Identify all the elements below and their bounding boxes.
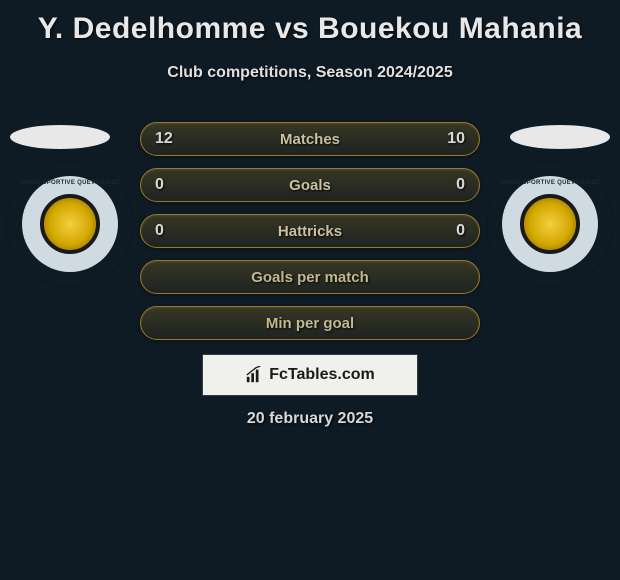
- stat-label: Goals: [289, 177, 331, 194]
- stat-left-value: 12: [155, 130, 179, 148]
- club-badge-left: UNION SPORTIVE QUEVILLAISE: [22, 176, 118, 272]
- stat-label: Hattricks: [278, 223, 342, 240]
- badge-inner: [520, 194, 580, 254]
- badge-text-left: UNION SPORTIVE QUEVILLAISE: [20, 180, 121, 186]
- page-title: Y. Dedelhomme vs Bouekou Mahania: [0, 0, 620, 46]
- stat-right-value: 0: [441, 176, 465, 194]
- chart-icon: [245, 366, 263, 384]
- stat-label: Matches: [280, 131, 340, 148]
- date-text: 20 february 2025: [0, 410, 620, 428]
- flag-right: [510, 125, 610, 149]
- badge-text-right: UNION SPORTIVE QUEVILLAISE: [500, 180, 601, 186]
- stat-row-goals-per-match: Goals per match: [140, 260, 480, 294]
- stat-right-value: 10: [441, 130, 465, 148]
- stat-label: Goals per match: [251, 269, 369, 286]
- flag-left: [10, 125, 110, 149]
- subtitle: Club competitions, Season 2024/2025: [0, 64, 620, 82]
- stat-row-hattricks: 0 Hattricks 0: [140, 214, 480, 248]
- stat-row-goals: 0 Goals 0: [140, 168, 480, 202]
- stat-row-matches: 12 Matches 10: [140, 122, 480, 156]
- stat-left-value: 0: [155, 176, 179, 194]
- club-badge-right: UNION SPORTIVE QUEVILLAISE: [502, 176, 598, 272]
- stats-container: 12 Matches 10 0 Goals 0 0 Hattricks 0 Go…: [140, 122, 480, 352]
- brand-text: FcTables.com: [269, 366, 375, 384]
- stat-label: Min per goal: [266, 315, 354, 332]
- brand-box[interactable]: FcTables.com: [202, 354, 418, 396]
- stat-left-value: 0: [155, 222, 179, 240]
- stat-right-value: 0: [441, 222, 465, 240]
- badge-inner: [40, 194, 100, 254]
- stat-row-min-per-goal: Min per goal: [140, 306, 480, 340]
